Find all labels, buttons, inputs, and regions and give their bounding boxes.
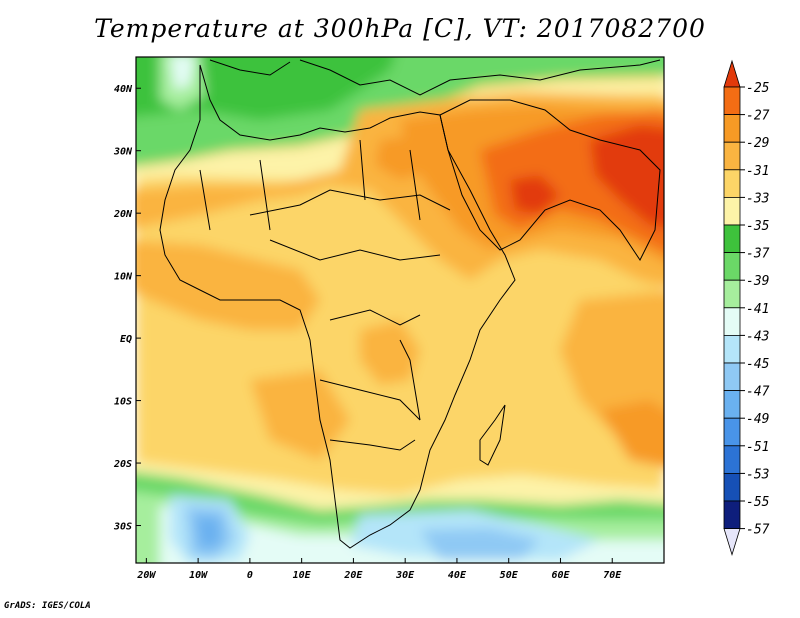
longitude-axis: 20W 10W 0 10E 20E 30E 40E 50E 60E 70E: [136, 558, 622, 581]
colorbar-label: -41: [746, 302, 769, 317]
lat-tick-label: EQ: [120, 334, 132, 345]
colorbar-label: -47: [746, 385, 770, 400]
colorbar-swatch: [723, 472, 741, 502]
coastline: [159, 59, 661, 549]
lon-tick-label: 20W: [136, 570, 156, 581]
lon-tick-label: 50E: [500, 570, 519, 581]
colorbar-label: -39: [746, 274, 769, 289]
colorbar-min-triangle: [723, 528, 741, 556]
lon-tick-label: 10W: [189, 570, 208, 581]
colorbar-label: -51: [746, 440, 769, 455]
colorbar-swatch: [723, 252, 741, 281]
lat-tick-label: 20S: [113, 459, 132, 470]
colorbar-swatch: [723, 224, 741, 254]
colorbar-label: -57: [746, 523, 770, 538]
colorbar-label: -31: [746, 164, 769, 179]
colorbar-swatch: [723, 141, 741, 171]
colorbar-label: -37: [746, 247, 770, 262]
lon-tick-label: 30E: [395, 570, 415, 581]
colorbar-swatch: [723, 390, 741, 419]
colorbar-swatch: [723, 500, 741, 530]
map-frame: [135, 56, 665, 564]
lon-tick-label: 60E: [551, 570, 570, 581]
colorbar-swatch: [723, 334, 741, 364]
colorbar-swatch: [723, 279, 741, 309]
colorbar-label: -27: [746, 109, 770, 124]
lat-tick-label: 40N: [114, 84, 133, 95]
lon-tick-label: 70E: [603, 570, 622, 581]
colorbar-label: -29: [746, 136, 769, 151]
lon-tick-label: 10E: [293, 570, 312, 581]
lat-tick-label: 30S: [113, 522, 132, 533]
colorbar-max-triangle: [723, 59, 741, 88]
colorbar-swatch: [723, 362, 741, 392]
colorbar-label: -45: [746, 357, 770, 372]
colorbar-swatch: [723, 307, 741, 336]
colorbar-swatch: [723, 445, 741, 474]
grads-credit: GrADS: IGES/COLA: [4, 601, 91, 611]
colorbar-label: -35: [746, 219, 770, 234]
lon-tick-label: 40E: [448, 570, 467, 581]
lat-tick-label: 20N: [113, 209, 133, 220]
colorbar-label: -43: [746, 329, 769, 344]
temperature-field: [136, 57, 664, 563]
colorbar-swatch: [723, 169, 741, 198]
lon-tick-label: 20E: [343, 570, 363, 581]
lat-tick-label: 30N: [113, 147, 133, 158]
colorbar-label: -25: [746, 81, 770, 96]
colorbar-label: -53: [746, 467, 769, 482]
lat-tick-label: 10S: [114, 397, 132, 408]
colorbar: -25 -27 -29 -31 -33 -35 -37 -39 -41 -43 -45 -47 -49 -…: [723, 59, 770, 556]
lat-tick-label: 10N: [114, 272, 133, 283]
colorbar-label: -33: [746, 191, 769, 206]
map-title: Temperature at 300hPa [C], VT: 201708270…: [94, 14, 706, 43]
colorbar-swatch: [723, 196, 741, 226]
colorbar-label: -49: [746, 412, 769, 427]
colorbar-swatch: [723, 417, 741, 447]
lon-tick-label: 0: [247, 570, 253, 581]
colorbar-swatch: [723, 114, 741, 143]
colorbar-label: -55: [746, 495, 770, 510]
colorbar-swatch: [723, 86, 741, 116]
latitude-axis: 40N 30N 20N 10N EQ 10S 20S 30S: [113, 84, 141, 533]
